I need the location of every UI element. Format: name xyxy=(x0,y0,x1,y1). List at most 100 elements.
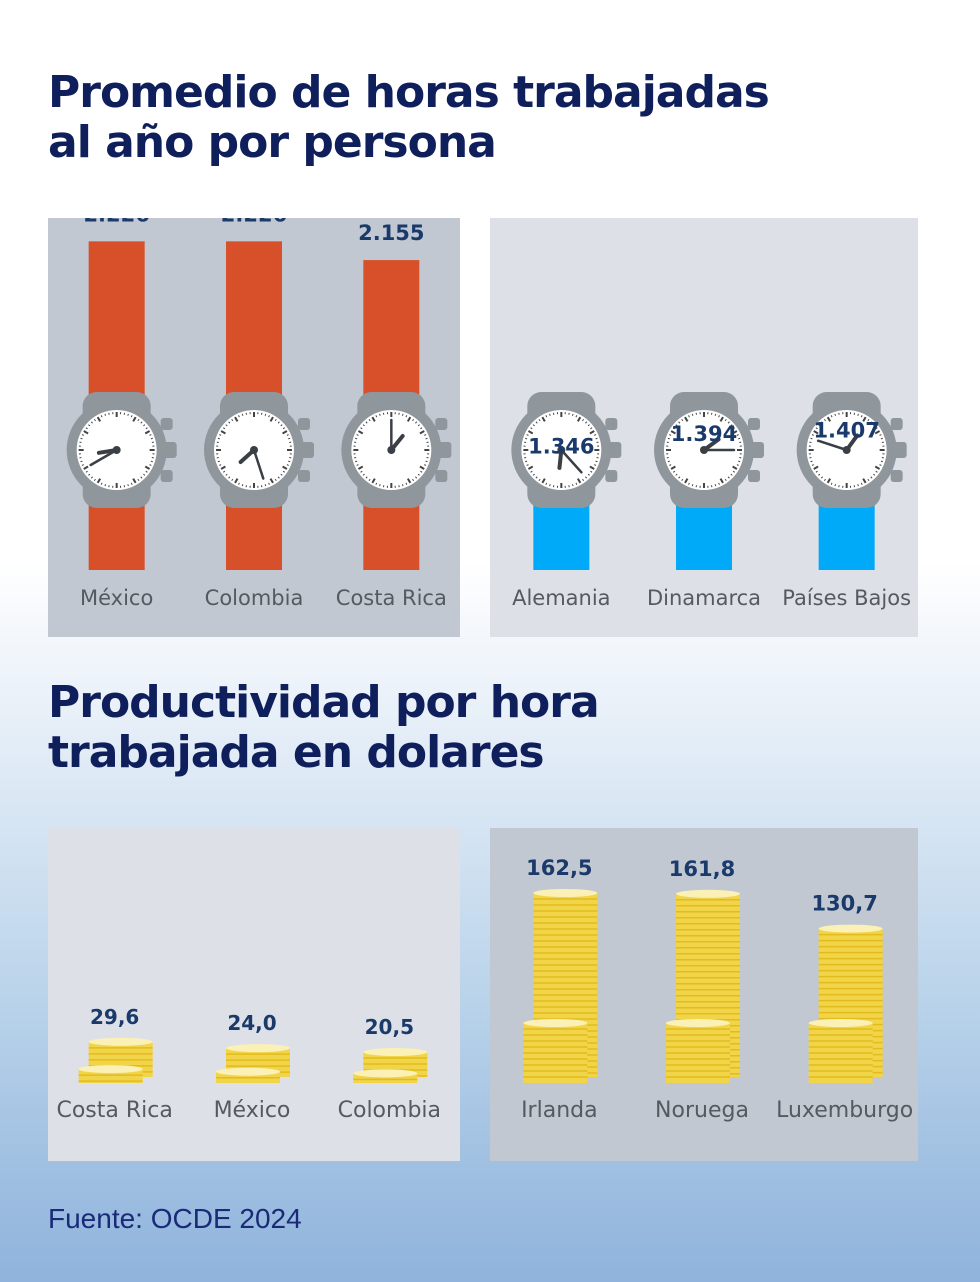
watch-tick xyxy=(424,464,427,466)
watch-category-label: Alemania xyxy=(512,586,610,610)
watch-tick xyxy=(727,421,730,424)
watch-center xyxy=(557,446,566,454)
watch-tick xyxy=(678,421,681,424)
watch-tick xyxy=(587,424,590,427)
coin-value-label: 20,5 xyxy=(365,1015,414,1039)
watch-tick xyxy=(811,464,814,466)
watch-tick xyxy=(732,430,738,435)
coin-top xyxy=(353,1069,418,1078)
watch-minute-hand xyxy=(816,439,848,452)
watch-tick xyxy=(585,421,588,424)
coin-stack-luxemburgo xyxy=(808,924,883,1083)
watch-tick xyxy=(282,427,286,430)
watch-tick xyxy=(594,434,597,436)
panel-background xyxy=(48,828,460,1161)
watch-tick xyxy=(595,460,598,463)
watch-tick xyxy=(675,473,678,476)
watch-minute-hand xyxy=(89,448,118,467)
watch-tick xyxy=(860,415,863,418)
watch-tick xyxy=(873,473,876,476)
watch-button xyxy=(298,470,310,482)
watch-tick xyxy=(532,424,535,427)
watch-tick xyxy=(360,427,363,430)
watch-tick xyxy=(834,484,837,487)
watch-tick xyxy=(719,416,724,422)
watch-tick xyxy=(538,418,541,422)
watch-tick xyxy=(415,476,418,479)
watch-tick xyxy=(130,482,133,485)
hours-title-line1: Promedio de horas trabajadas xyxy=(48,67,770,118)
watch-tick xyxy=(368,478,371,482)
watch-tick xyxy=(718,415,720,418)
watch-tick xyxy=(264,484,267,487)
watch-tick xyxy=(880,437,883,440)
watch-tick xyxy=(526,434,529,436)
watch-tick xyxy=(140,421,143,424)
coin-category-label: Luxemburgo xyxy=(776,1098,913,1123)
watch-tick xyxy=(277,476,280,479)
watch-tick xyxy=(870,476,873,479)
watch-tick xyxy=(684,416,689,422)
watch-tick xyxy=(264,413,267,416)
watch-tick xyxy=(867,478,870,482)
watch-tick xyxy=(137,478,140,482)
watch-tick xyxy=(228,476,231,479)
watch-tick xyxy=(538,478,541,482)
watch-tick xyxy=(217,437,220,440)
watch-tick xyxy=(371,416,376,422)
watch-tick xyxy=(810,437,813,440)
watch-tick xyxy=(527,465,534,470)
watch-category-label: Colombia xyxy=(205,586,304,610)
watch-alemania xyxy=(511,392,622,570)
watch-tick xyxy=(879,464,882,466)
coin-top xyxy=(226,1044,290,1053)
watch-tick xyxy=(818,473,821,476)
watch-tick xyxy=(545,482,548,485)
coin-top xyxy=(216,1067,280,1076)
watch-tick xyxy=(88,424,91,427)
coin-top xyxy=(523,1019,588,1027)
watch-tick xyxy=(412,418,415,422)
watch-tick xyxy=(718,482,720,485)
hours-title-line2: al año por persona xyxy=(48,117,497,168)
watch-tick xyxy=(225,473,228,476)
watch-tick xyxy=(365,476,368,479)
watch-tick xyxy=(81,464,84,466)
productivity-title-line1: Productividad por hora xyxy=(48,677,600,728)
watch-tick xyxy=(412,478,415,482)
watch-tick xyxy=(356,464,359,466)
watch-tick xyxy=(870,421,873,424)
watch-tick xyxy=(96,416,102,422)
watch-tick xyxy=(719,478,724,484)
watch-tick xyxy=(90,476,93,479)
watch-tick xyxy=(594,464,597,466)
watch-category-label: México xyxy=(80,586,153,610)
watch-tick xyxy=(234,478,239,484)
watch-tick xyxy=(357,465,364,470)
coin-stack-irlanda xyxy=(523,889,598,1083)
watch-méxico xyxy=(66,241,177,570)
watch-tick xyxy=(875,427,878,430)
watch-minute-hand xyxy=(560,448,583,474)
watch-tick xyxy=(375,482,378,485)
watch-tick xyxy=(820,421,823,424)
coin-category-label: Colombia xyxy=(338,1098,441,1123)
watch-tick xyxy=(727,476,730,479)
watch-tick xyxy=(830,482,833,485)
watch-tick xyxy=(362,424,365,427)
watch-tick xyxy=(688,482,690,485)
watch-tick xyxy=(406,416,412,422)
watch-tick xyxy=(834,413,837,416)
watch-tick xyxy=(681,478,684,482)
watch-tick xyxy=(238,482,240,485)
watch-tick xyxy=(582,478,585,482)
watch-tick xyxy=(355,437,358,440)
watch-tick xyxy=(144,430,151,435)
productivity-panel-high: 162,5 Irlanda 161,8 Noruega 130,7 Luxemburgo xyxy=(490,828,918,1161)
watch-tick xyxy=(85,427,88,430)
watch-tick xyxy=(585,476,588,479)
coin-value-label: 130,7 xyxy=(811,892,877,916)
watch-tick xyxy=(823,418,826,422)
watch-tick xyxy=(368,418,371,422)
coin-top xyxy=(88,1037,153,1046)
